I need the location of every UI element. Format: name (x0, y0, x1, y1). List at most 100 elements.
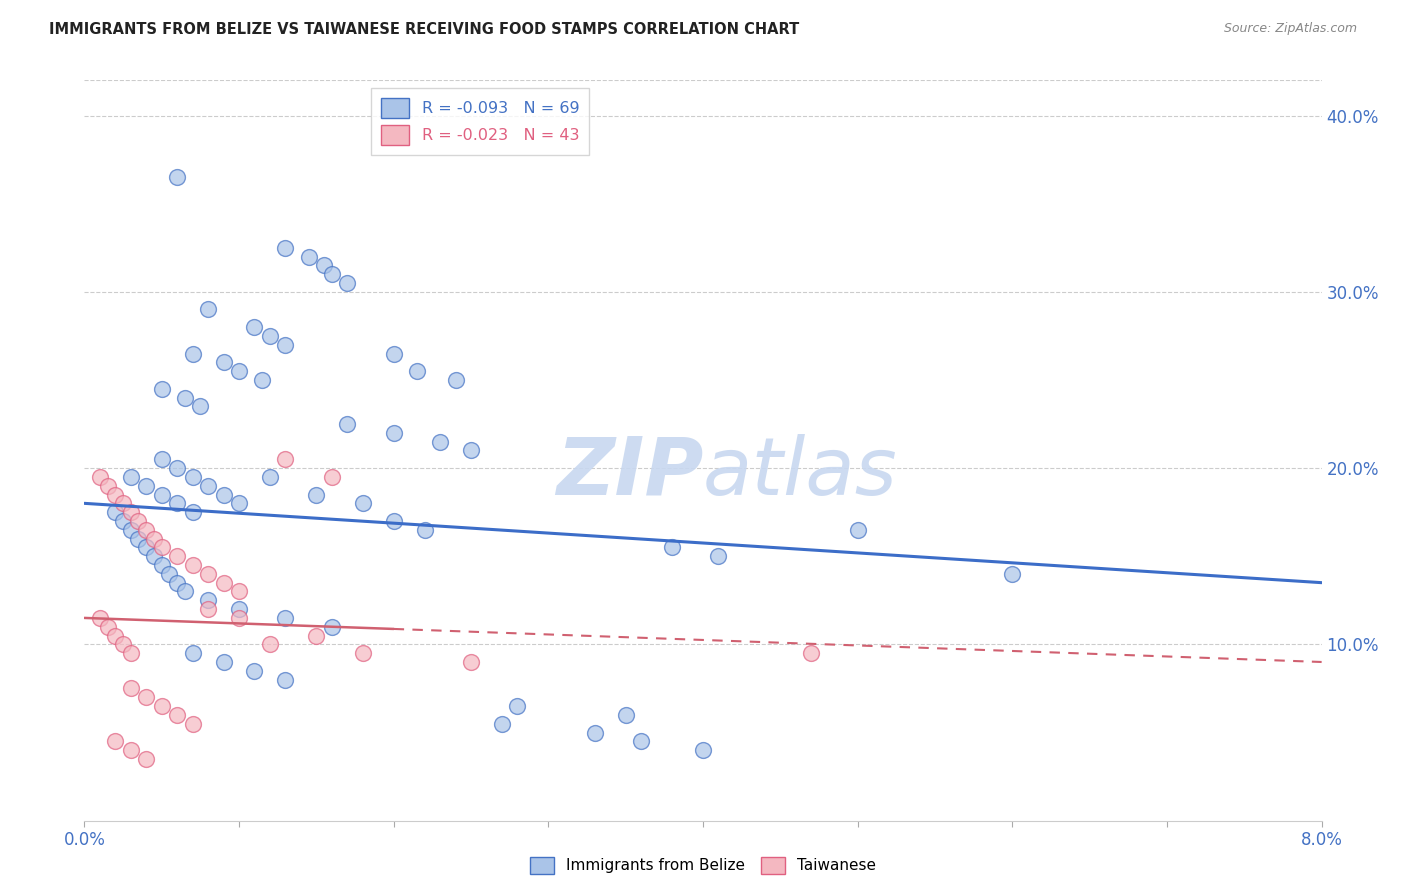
Point (197, 479, 219, 493)
Point (506, 699, 529, 714)
Point (305, 629, 328, 643)
Point (228, 611, 250, 625)
Point (166, 575, 188, 590)
Point (150, 382, 173, 396)
Point (212, 655, 235, 669)
Point (228, 584, 250, 599)
Point (259, 329, 281, 343)
Point (692, 743, 714, 757)
Point (305, 487, 328, 501)
Point (181, 470, 204, 484)
Point (228, 364, 250, 378)
Point (166, 170, 188, 185)
Point (243, 320, 266, 334)
Point (707, 549, 730, 564)
Point (104, 505, 127, 519)
Point (166, 461, 188, 475)
Point (159, 566, 180, 581)
Point (274, 337, 297, 351)
Point (243, 664, 266, 678)
Point (197, 602, 219, 616)
Point (181, 346, 204, 360)
Point (120, 743, 142, 757)
Point (274, 241, 297, 255)
Point (197, 302, 219, 317)
Point (297, 250, 319, 264)
Point (382, 425, 405, 440)
Point (614, 707, 637, 722)
Point (321, 470, 343, 484)
Point (89, 470, 111, 484)
Point (274, 673, 297, 687)
Point (120, 646, 142, 660)
Point (321, 267, 343, 281)
Point (135, 690, 157, 705)
Point (352, 646, 374, 660)
Point (197, 566, 219, 581)
Point (166, 496, 188, 510)
Point (166, 549, 188, 564)
Point (274, 452, 297, 467)
Point (382, 346, 405, 360)
Point (127, 514, 149, 528)
Point (188, 400, 212, 414)
Point (104, 487, 127, 501)
Point (120, 681, 142, 696)
Point (181, 716, 204, 731)
Point (583, 725, 606, 739)
Point (96, 479, 118, 493)
Point (228, 602, 250, 616)
Point (112, 514, 135, 528)
Point (352, 496, 374, 510)
Point (150, 699, 173, 714)
Point (460, 443, 482, 458)
Point (120, 523, 142, 537)
Point (150, 558, 173, 572)
Point (166, 707, 188, 722)
Point (661, 541, 683, 555)
Legend: Immigrants from Belize, Taiwanese: Immigrants from Belize, Taiwanese (523, 851, 883, 880)
Point (274, 611, 297, 625)
Point (212, 575, 235, 590)
Point (846, 523, 869, 537)
Point (197, 593, 219, 607)
Text: ZIP: ZIP (555, 434, 703, 512)
Point (444, 373, 467, 387)
Point (174, 584, 197, 599)
Point (143, 532, 166, 546)
Point (413, 523, 436, 537)
Point (800, 646, 823, 660)
Point (259, 637, 281, 651)
Point (112, 496, 135, 510)
Point (135, 523, 157, 537)
Point (143, 549, 166, 564)
Point (321, 620, 343, 634)
Point (314, 259, 336, 273)
Point (250, 373, 273, 387)
Point (150, 452, 173, 467)
Point (120, 470, 142, 484)
Point (127, 532, 149, 546)
Point (150, 541, 173, 555)
Point (382, 514, 405, 528)
Point (181, 505, 204, 519)
Point (406, 364, 429, 378)
Point (174, 391, 197, 405)
Text: atlas: atlas (703, 434, 898, 512)
Point (1001, 566, 1024, 581)
Point (181, 558, 204, 572)
Point (104, 629, 127, 643)
Point (336, 276, 359, 290)
Point (135, 752, 157, 766)
Point (181, 646, 204, 660)
Point (491, 716, 513, 731)
Point (135, 541, 157, 555)
Point (135, 479, 157, 493)
Point (212, 355, 235, 369)
Point (112, 637, 135, 651)
Point (336, 417, 359, 431)
Text: IMMIGRANTS FROM BELIZE VS TAIWANESE RECEIVING FOOD STAMPS CORRELATION CHART: IMMIGRANTS FROM BELIZE VS TAIWANESE RECE… (49, 22, 800, 37)
Point (120, 505, 142, 519)
Point (96, 620, 118, 634)
Point (89, 611, 111, 625)
